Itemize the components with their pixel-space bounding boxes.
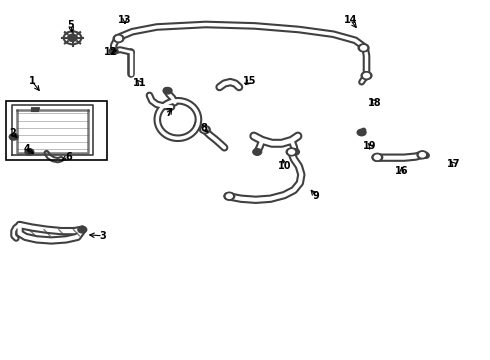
Circle shape xyxy=(116,36,122,41)
Text: 15: 15 xyxy=(243,76,257,86)
Circle shape xyxy=(357,129,366,136)
Bar xyxy=(6,101,107,160)
Circle shape xyxy=(361,46,367,50)
Circle shape xyxy=(358,44,369,52)
Circle shape xyxy=(199,126,210,134)
Circle shape xyxy=(25,149,34,155)
Circle shape xyxy=(109,48,118,54)
Circle shape xyxy=(419,153,425,157)
Text: 12: 12 xyxy=(103,47,117,57)
Text: 6: 6 xyxy=(65,152,72,162)
Circle shape xyxy=(417,151,428,159)
Text: 4: 4 xyxy=(24,144,30,154)
Text: 3: 3 xyxy=(99,231,106,241)
Circle shape xyxy=(78,226,87,233)
Text: 16: 16 xyxy=(395,166,409,176)
Text: 8: 8 xyxy=(200,123,207,133)
Circle shape xyxy=(202,127,208,132)
Circle shape xyxy=(9,134,18,140)
Text: 14: 14 xyxy=(343,15,357,25)
Circle shape xyxy=(224,192,235,200)
Circle shape xyxy=(68,34,77,41)
Circle shape xyxy=(253,149,262,155)
Text: 5: 5 xyxy=(68,20,74,30)
Circle shape xyxy=(364,73,369,78)
Text: 13: 13 xyxy=(118,15,132,25)
Circle shape xyxy=(64,31,81,44)
Circle shape xyxy=(372,153,383,161)
Circle shape xyxy=(361,72,372,80)
Text: 10: 10 xyxy=(277,161,291,171)
Text: 2: 2 xyxy=(9,128,16,138)
Circle shape xyxy=(163,87,172,94)
Text: 7: 7 xyxy=(166,108,172,118)
Circle shape xyxy=(291,149,299,155)
Text: 19: 19 xyxy=(363,141,377,151)
Circle shape xyxy=(113,35,124,42)
Text: 17: 17 xyxy=(446,159,460,169)
Text: 18: 18 xyxy=(368,98,382,108)
Circle shape xyxy=(289,150,294,154)
Circle shape xyxy=(374,155,380,159)
Circle shape xyxy=(226,194,232,198)
Text: 1: 1 xyxy=(28,76,35,86)
Text: 11: 11 xyxy=(133,78,147,88)
Text: 9: 9 xyxy=(313,191,319,201)
Circle shape xyxy=(286,148,297,156)
